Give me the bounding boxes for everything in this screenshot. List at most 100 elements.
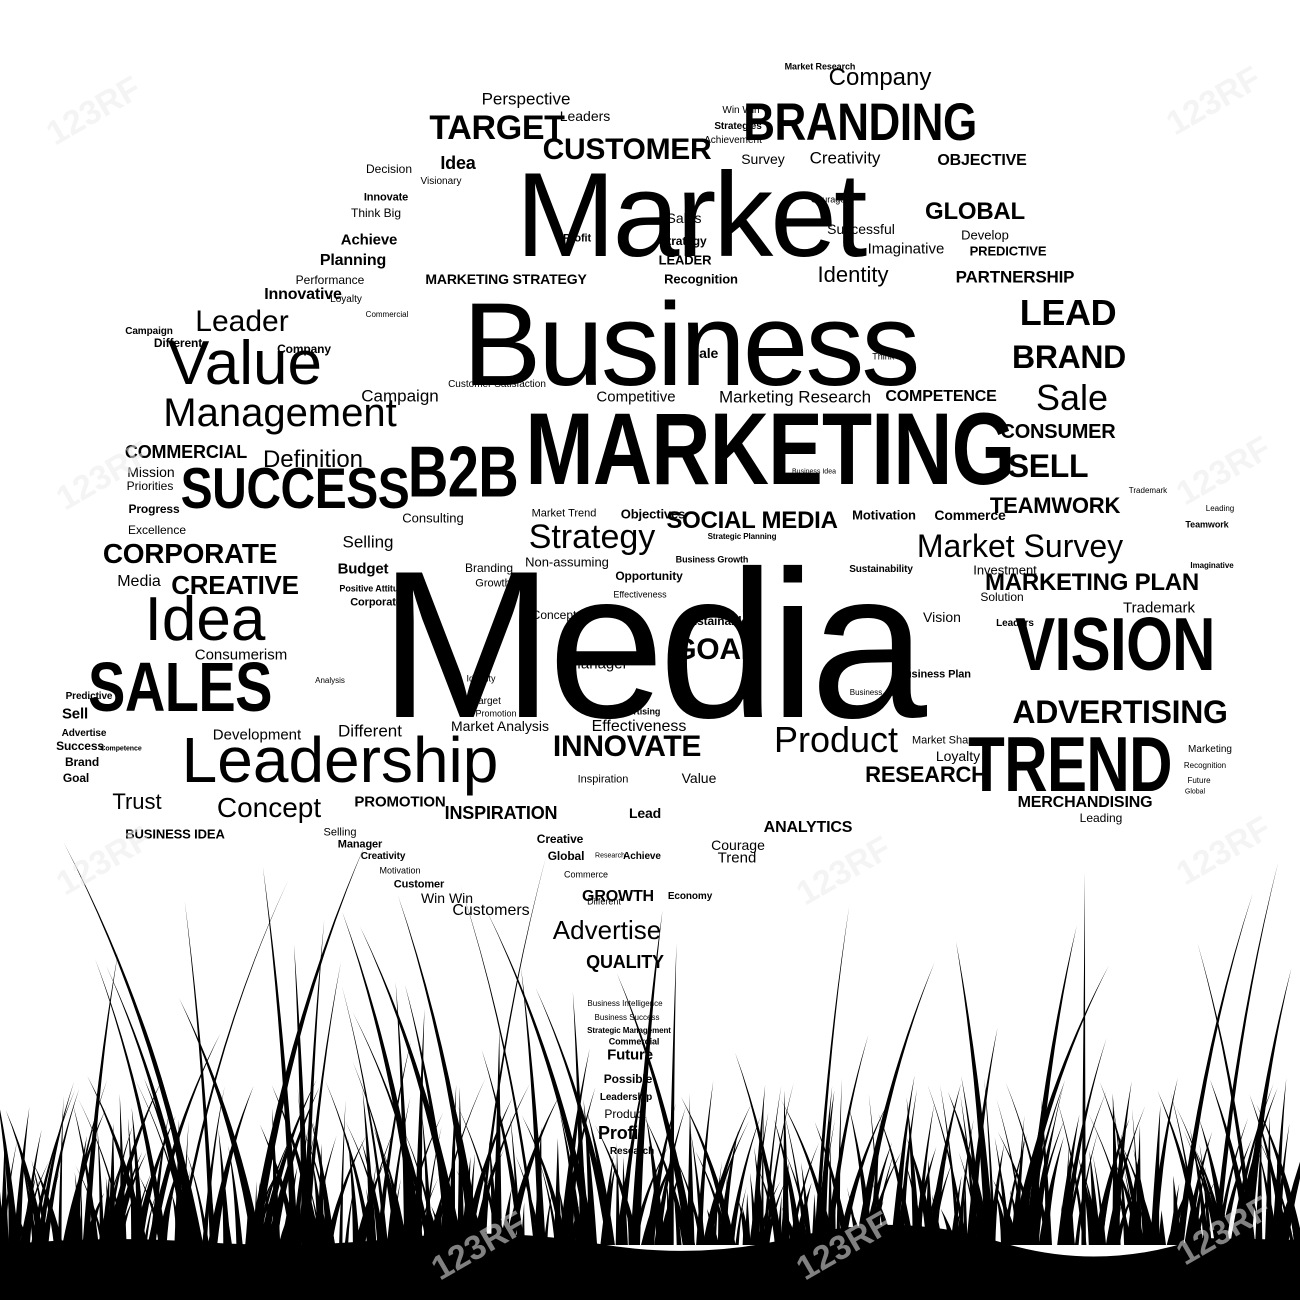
word-progress: Progress (128, 502, 180, 516)
word-idea-small: Idea (440, 153, 476, 173)
word-survey: Survey (741, 151, 785, 167)
word-management: Management (163, 391, 397, 435)
word-recognition-small: Recognition (1183, 761, 1227, 770)
word-company: Company (828, 64, 932, 91)
word-identity: Identity (817, 262, 889, 287)
word-goal: GOAL (673, 633, 759, 666)
word-sale-small: Sale (689, 345, 719, 361)
word-predictive-small: Predictive (65, 691, 113, 702)
word-trust: Trust (112, 789, 162, 814)
word-different-trunk: Different (587, 896, 621, 907)
word-excellence: Excellence (127, 523, 187, 537)
word-advertising-small: Advertising (611, 706, 661, 717)
word-loyalty-small: Loyalty (330, 294, 362, 305)
word-visionary: Visionary (420, 176, 462, 187)
word-achieve-small: Achieve (623, 851, 661, 862)
word-global: GLOBAL (925, 198, 1025, 225)
word-value-small: Value (681, 770, 717, 786)
word-different-small: Different (153, 336, 203, 350)
word-consumer: CONSUMER (1000, 421, 1116, 443)
word-concept: Concept (216, 792, 322, 823)
word-business-idea: BUSINESS IDEA (125, 826, 225, 842)
word-performance: Performance (295, 273, 365, 287)
word-inspiration: INSPIRATION (444, 803, 558, 823)
word-selling: Selling (342, 532, 394, 552)
word-effectiveness-small: Effectiveness (613, 589, 667, 600)
word-promotion-small: Promotion (475, 708, 517, 719)
word-sell-small: Sell (61, 705, 89, 723)
word-vision-small: Vision (923, 609, 961, 625)
word-merchandising: MERCHANDISING (1017, 794, 1153, 811)
word-marketing-small: Marketing (1188, 744, 1232, 755)
word-customer: CUSTOMER (542, 133, 712, 166)
word-objective: OBJECTIVE (937, 152, 1027, 169)
word-business: Business (462, 279, 921, 411)
word-sales-small: Sales (666, 210, 702, 226)
word-business-plan: Business Plan (897, 668, 971, 681)
word-product-trunk: Product (604, 1107, 646, 1121)
word-predictive: PREDICTIVE (969, 243, 1047, 259)
word-value: Value (168, 329, 322, 398)
grass-blades (0, 842, 1300, 1245)
word-motivation-small: Motivation (379, 865, 421, 876)
word-trademark: Trademark (1123, 599, 1195, 617)
word-branding: BRANDING (743, 93, 977, 152)
word-win-win: Win Win (420, 890, 474, 906)
word-growth: GROWTH (582, 888, 654, 905)
word-leadership-trunk: Leadership (599, 1092, 653, 1103)
word-media-large: Media (379, 527, 927, 762)
word-marketing-research: Marketing Research (718, 387, 872, 407)
word-trademark-small: Trademark (1128, 486, 1168, 495)
word-strategic-planning: Strategic Planning (707, 532, 777, 541)
word-innovate-small: Innovate (363, 191, 409, 204)
word-courage-small: Courage (810, 194, 846, 205)
word-commercial-trunk: Commercial (608, 1036, 660, 1047)
word-achieve: Achieve (340, 231, 398, 249)
word-leading: Leading (1079, 811, 1123, 825)
word-marketing-plan: MARKETING PLAN (985, 569, 1199, 596)
word-lead-small: Lead (628, 805, 662, 821)
word-corporate: CORPORATE (102, 538, 278, 569)
word-win-win-small: Win Win (722, 105, 760, 116)
word-campaign: Campaign (361, 386, 439, 406)
word-sell: SELL (1007, 448, 1089, 484)
word-possible: Possible (603, 1072, 653, 1086)
word-sale: Sale (1035, 377, 1109, 418)
word-consumerism: Consumerism (194, 646, 288, 664)
word-motivation: Motivation (852, 507, 916, 523)
word-perspective: Perspective (481, 89, 571, 109)
word-concept-small: Concept (531, 608, 577, 622)
word-leader-small: LEADER (658, 252, 712, 268)
word-commercial: COMMERCIAL (124, 442, 248, 462)
word-budget: Budget (337, 560, 389, 578)
word-business-idea-small: Business Idea (792, 468, 836, 476)
word-creativity: Creativity (809, 148, 881, 168)
word-teamwork: TEAMWORK (989, 493, 1121, 518)
word-non-assuming: Non-assuming (525, 554, 609, 570)
word-leaders-small: Leaders (996, 618, 1034, 629)
word-priorities: Priorities (126, 479, 174, 493)
word-think-big-small: Think Big (872, 351, 910, 362)
word-quality: QUALITY (586, 952, 664, 972)
word-global-tiny: Global (1184, 788, 1206, 796)
word-promotion: PROMOTION (354, 793, 446, 811)
word-business-intelligence: Business Intelligence (587, 999, 663, 1008)
word-brand-small: Brand (64, 755, 100, 769)
word-lead: LEAD (1019, 292, 1117, 333)
word-leader: Leader (195, 305, 289, 338)
word-market: Market (515, 148, 868, 282)
word-achievement: Achievement (704, 135, 762, 146)
word-campaign-small: Campaign (125, 326, 173, 337)
word-brand: BRAND (1012, 339, 1126, 375)
word-target: TARGET (429, 109, 565, 147)
word-analytics: ANALYTICS (763, 819, 853, 836)
word-develop: Develop (961, 227, 1009, 243)
word-market-survey: Market Survey (916, 528, 1124, 564)
word-loyalty: Loyalty (935, 748, 981, 764)
word-competitive: Competitive (596, 388, 676, 406)
word-competence-small: Competence (100, 745, 142, 753)
word-recognition: Recognition (664, 271, 738, 287)
word-sustainability: Sustainability (849, 564, 913, 575)
word-identity-small: Identity (466, 673, 496, 684)
word-commerce-small: Commerce (563, 869, 609, 880)
